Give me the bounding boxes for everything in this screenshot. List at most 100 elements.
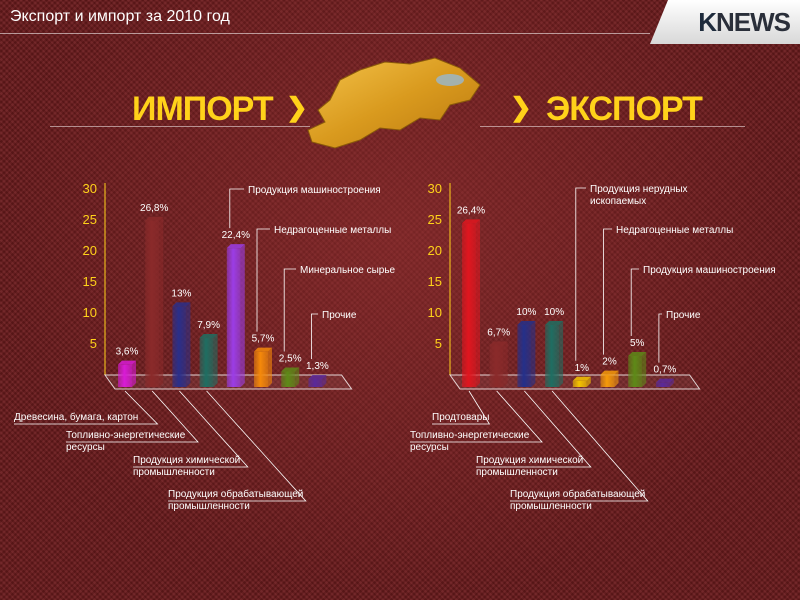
bar-top	[600, 370, 619, 375]
category-label: Минеральное сырье	[300, 265, 396, 276]
bar-side	[322, 374, 327, 387]
data-label: 0,7%	[654, 365, 677, 376]
bar	[517, 321, 536, 387]
bar-top	[281, 367, 300, 372]
export-heading-line	[480, 126, 745, 127]
bar	[655, 378, 674, 387]
category-label: Недрагоценные металлы	[274, 225, 391, 236]
bar-top	[199, 334, 218, 339]
y-tick-label: 20	[428, 243, 442, 258]
category-label: Продукция химической промышленности	[133, 455, 240, 478]
bar-top	[118, 360, 136, 365]
import-chart: 5 10 15 20 25 30 3,6% 26,8% 13% 7,9% 22,4% 5,7% 2,5%…	[14, 181, 396, 512]
bar	[172, 302, 191, 387]
bar-front	[572, 380, 587, 387]
data-label: 22,4%	[222, 230, 250, 241]
y-tick-label: 15	[83, 274, 97, 289]
bar	[489, 341, 508, 387]
data-label: 10%	[544, 307, 564, 318]
bar-side	[559, 321, 564, 387]
bar-front	[489, 345, 504, 387]
y-tick-label: 5	[90, 336, 97, 351]
bar-front	[145, 220, 160, 387]
bar-side	[295, 367, 300, 387]
data-label: 1,3%	[306, 361, 329, 372]
bar-top	[489, 341, 508, 346]
category-label: Древесина, бумага, картон	[14, 411, 138, 423]
bar	[600, 370, 619, 387]
bar-side	[186, 302, 191, 387]
bar-side	[240, 244, 245, 387]
bar	[118, 360, 136, 387]
category-label: Продукция машиностроения	[643, 265, 776, 276]
import-heading: ИМПОРТ	[132, 90, 274, 128]
bar	[572, 376, 591, 387]
bar	[199, 334, 218, 387]
data-label: 7,9%	[197, 320, 220, 331]
bar	[254, 347, 272, 387]
bar-front	[254, 351, 268, 387]
data-label: 2,5%	[279, 354, 302, 365]
y-tick-label: 30	[428, 181, 442, 196]
bar-side	[531, 321, 536, 387]
y-tick-label: 10	[83, 305, 97, 320]
data-label: 26,4%	[457, 205, 485, 216]
bar	[308, 374, 327, 387]
category-label: Продтовары	[432, 412, 489, 423]
data-label: 13%	[171, 288, 191, 299]
category-label: Продукция машиностроения	[248, 185, 381, 196]
bar-side	[132, 360, 136, 387]
category-label: Продукция химической промышленности	[476, 455, 583, 478]
bar-side	[642, 352, 647, 387]
bar-front	[462, 223, 476, 387]
bar	[281, 367, 300, 387]
data-label: 26,8%	[140, 203, 168, 214]
bar-front	[600, 374, 615, 387]
data-label: 5,7%	[252, 334, 275, 345]
leader-line	[133, 390, 249, 468]
leader-line	[66, 390, 199, 443]
leader-line	[256, 228, 270, 332]
y-tick-label: 30	[83, 181, 97, 196]
bar-front	[199, 338, 214, 387]
data-label: 1%	[575, 363, 590, 374]
logo-k: K	[698, 6, 717, 37]
leader-line	[229, 188, 244, 229]
bar-top	[308, 374, 327, 379]
leader-line	[168, 390, 307, 502]
bar-front	[308, 378, 323, 387]
logo-news: NEWS	[716, 6, 791, 37]
bar-top	[172, 302, 191, 307]
y-tick-label: 25	[428, 212, 442, 227]
bar-top	[655, 378, 674, 383]
bar-side	[586, 376, 591, 387]
bar-side	[669, 378, 674, 387]
category-label: Продукция обрабатывающей промышленности	[168, 488, 303, 512]
bar-top	[545, 321, 564, 325]
bar	[462, 219, 480, 387]
kyrgyzstan-map-icon	[307, 57, 481, 149]
y-tick-label: 15	[428, 274, 442, 289]
bar-top	[254, 347, 272, 352]
bar-side	[159, 216, 164, 387]
category-label: Прочие	[666, 310, 701, 321]
bar	[226, 244, 245, 387]
knews-logo: K NEWS	[650, 0, 800, 44]
data-label: 5%	[630, 338, 645, 349]
bar-side	[476, 219, 480, 387]
bar	[545, 321, 564, 387]
leader-line	[658, 313, 662, 363]
category-label: Топливно-энергетические ресурсы	[410, 430, 530, 453]
category-label: Продукция обрабатывающей промышленности	[510, 488, 645, 512]
y-tick-label: 5	[435, 336, 442, 351]
leader-line	[432, 390, 491, 425]
export-chart: 5 10 15 20 25 30 26,4% 6,7% 10% 10% 1% 2% 5% 0,7% Прод…	[410, 181, 776, 512]
import-heading-line	[50, 126, 310, 127]
bar-side	[268, 347, 272, 387]
bar-top	[628, 352, 647, 356]
page-title: Экспорт и импорт за 2010 год	[10, 8, 230, 25]
leader-line	[410, 390, 543, 443]
category-label: Недрагоценные металлы	[616, 225, 733, 236]
data-label: 3,6%	[116, 347, 139, 358]
y-tick-label: 20	[83, 243, 97, 258]
